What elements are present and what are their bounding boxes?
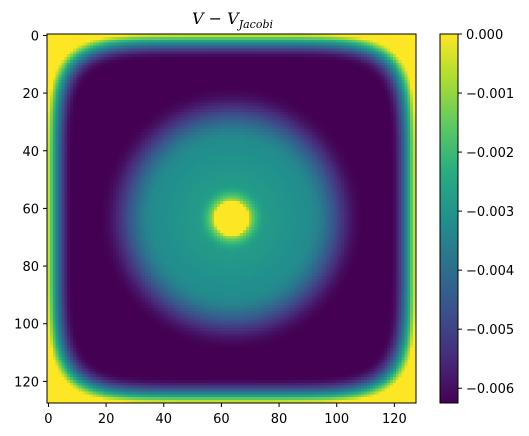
chart-title: V − VJacobi [192,9,273,31]
x-axis-ticks: 0 20 40 60 80 100 120 [44,403,407,427]
y-tick-label: 0 [31,29,39,44]
colorbar-tick-label: −0.006 [466,382,514,397]
chart-title-subscript: Jacobi [237,18,273,31]
x-tick-label: 100 [324,412,349,427]
y-axis-ticks: 0 20 40 60 80 100 120 [14,29,47,390]
y-tick-label: 60 [22,202,39,217]
colorbar-tick-label: −0.002 [466,146,514,161]
x-tick-label: 80 [271,412,288,427]
heatmap-area [46,33,417,404]
colorbar-gradient [440,34,458,403]
colorbar: 0.000 −0.001 −0.002 −0.003 −0.004 −0.005 −0.00… [439,28,514,404]
y-tick-label: 100 [14,318,39,333]
x-tick-label: 120 [382,412,407,427]
y-tick-label: 120 [14,375,39,390]
colorbar-tick-label: −0.004 [466,264,514,279]
colorbar-tick-label: 0.000 [466,28,503,43]
colorbar-tick-label: −0.003 [466,205,514,220]
x-tick-label: 0 [44,412,52,427]
colorbar-tick-label: −0.005 [466,323,514,338]
x-tick-label: 60 [213,412,230,427]
x-tick-label: 40 [155,412,172,427]
colorbar-ticks: 0.000 −0.001 −0.002 −0.003 −0.004 −0.005 −0.00… [458,28,514,397]
y-tick-label: 20 [22,87,39,102]
y-tick-label: 80 [22,260,39,275]
colorbar-frame [439,33,459,404]
y-tick-label: 40 [22,145,39,160]
heatmap-image [47,34,416,403]
plot-frame [46,33,417,404]
colorbar-tick-label: −0.001 [466,87,514,102]
x-tick-label: 20 [98,412,115,427]
